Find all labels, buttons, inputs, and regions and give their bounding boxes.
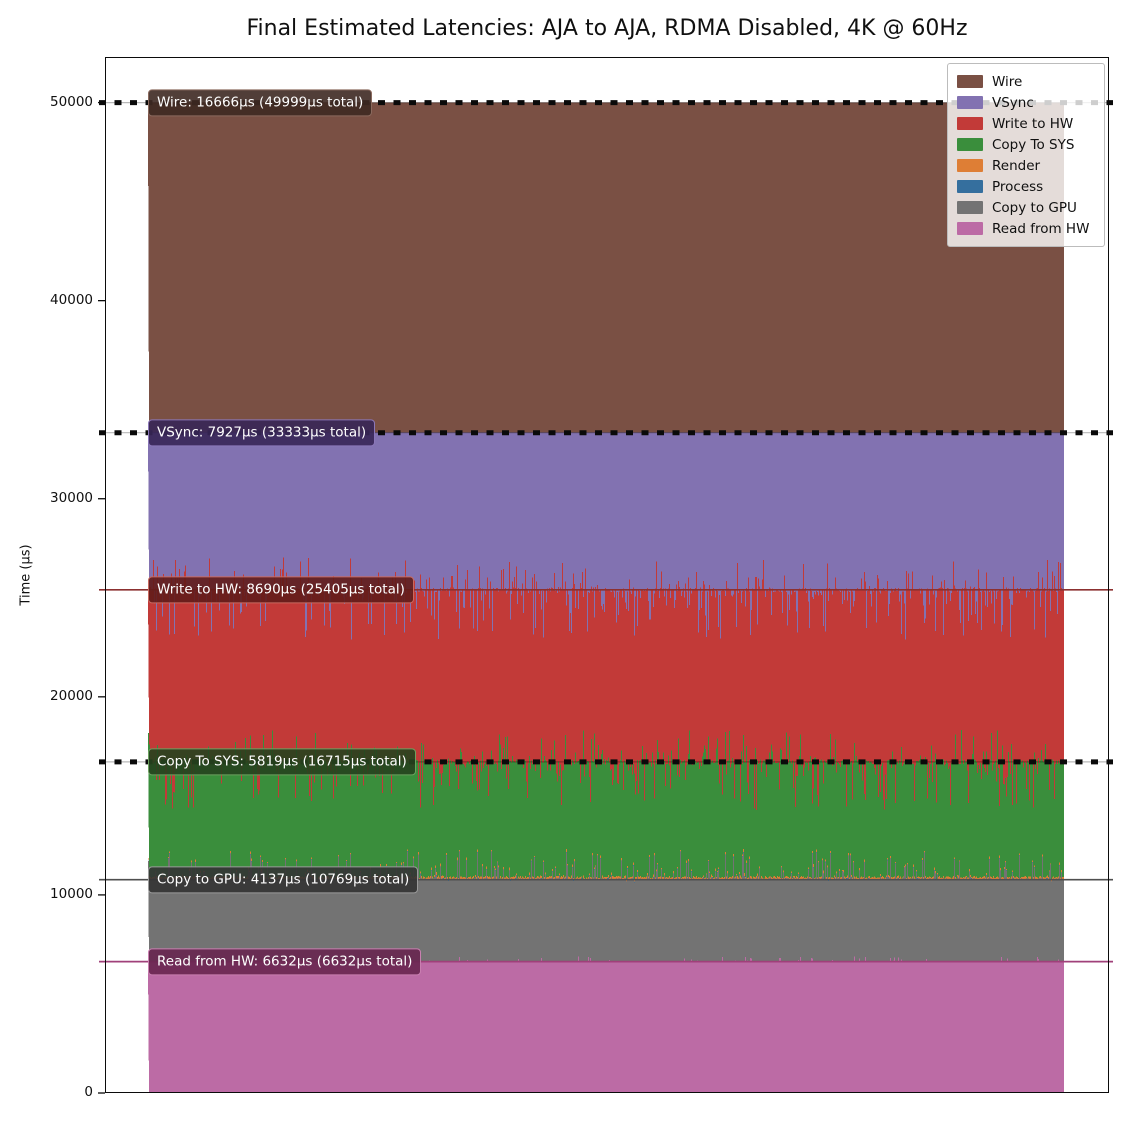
legend-item-wire: Wire: [957, 71, 1095, 92]
legend-label-wire: Wire: [992, 73, 1023, 90]
legend-swatch-process: [957, 180, 983, 193]
legend-swatch-render: [957, 159, 983, 172]
legend-item-render: Render: [957, 155, 1095, 176]
y-tick-label-40000: 40000: [50, 291, 93, 308]
annotation-copy-to-sys: Copy To SYS: 5819µs (16715µs total): [148, 748, 416, 776]
legend-swatch-read-from-hw: [957, 222, 983, 235]
annotation-wire: Wire: 16666µs (49999µs total): [148, 88, 373, 117]
legend-item-vsync: VSync: [957, 92, 1095, 113]
area-read-from-hw: [148, 956, 1064, 1093]
annotation-copy-to-gpu: Copy to GPU: 4137µs (10769µs total): [148, 866, 419, 894]
y-tick-label-10000: 10000: [50, 885, 93, 902]
legend-label-copy-to-gpu: Copy to GPU: [992, 199, 1077, 216]
legend-item-process: Process: [957, 176, 1095, 197]
area-wire: [148, 102, 1064, 433]
area-write-to-hw: [148, 557, 1064, 810]
y-tick-label-30000: 30000: [50, 489, 93, 506]
legend-label-copy-to-sys: Copy To SYS: [992, 136, 1075, 153]
legend-label-write-to-hw: Write to HW: [992, 115, 1074, 132]
chart-title: Final Estimated Latencies: AJA to AJA, R…: [246, 16, 968, 41]
legend-swatch-wire: [957, 75, 983, 88]
annotation-vsync: VSync: 7927µs (33333µs total): [148, 419, 376, 447]
legend-label-vsync: VSync: [992, 94, 1034, 111]
y-tick-label-50000: 50000: [50, 93, 93, 110]
legend-swatch-vsync: [957, 96, 983, 109]
legend-item-copy-to-gpu: Copy to GPU: [957, 197, 1095, 218]
y-tick-label-0: 0: [84, 1084, 93, 1100]
legend: Wire VSync Write to HW Copy To SYS Render Pro…: [947, 63, 1105, 247]
legend-swatch-copy-to-sys: [957, 138, 983, 151]
legend-label-process: Process: [992, 178, 1044, 195]
legend-item-copy-to-sys: Copy To SYS: [957, 134, 1095, 155]
area-vsync: [148, 432, 1064, 640]
legend-item-write-to-hw: Write to HW: [957, 113, 1095, 134]
legend-label-render: Render: [992, 157, 1041, 174]
y-axis-label: Time (µs): [18, 544, 34, 606]
annotation-write-to-hw: Write to HW: 8690µs (25405µs total): [148, 576, 414, 604]
legend-swatch-copy-to-gpu: [957, 201, 983, 214]
legend-swatch-write-to-hw: [957, 117, 983, 130]
annotation-read-from-hw: Read from HW: 6632µs (6632µs total): [148, 948, 422, 976]
legend-label-read-from-hw: Read from HW: [992, 220, 1090, 237]
y-tick-label-20000: 20000: [50, 687, 93, 704]
legend-item-read-from-hw: Read from HW: [957, 218, 1095, 239]
